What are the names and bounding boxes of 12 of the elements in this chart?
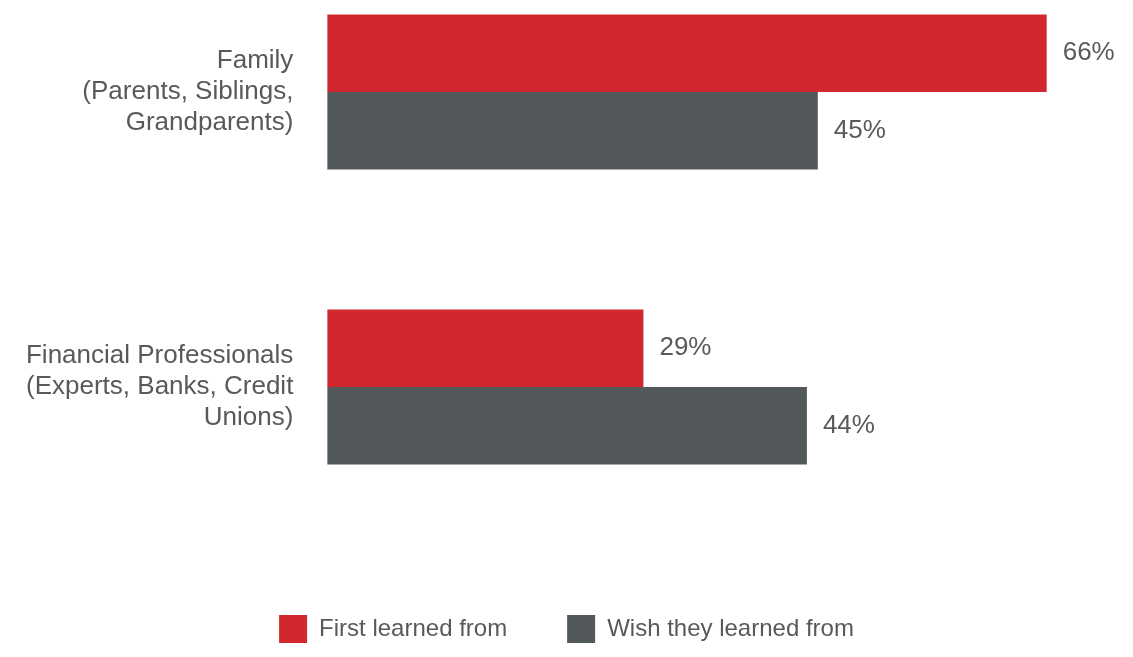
data-label: 66% <box>1062 36 1115 67</box>
bar <box>327 14 1047 92</box>
y-tick-label: Family (Parents, Siblings, Grandparents) <box>82 43 294 137</box>
bar <box>327 387 807 465</box>
data-label: 29% <box>659 331 712 362</box>
y-tick-label: Financial Professionals (Experts, Banks, Credit Unions) <box>25 338 295 432</box>
legend-label: Wish they learned from <box>607 613 854 641</box>
legend-label: First learned from <box>319 613 508 641</box>
bar <box>327 92 818 170</box>
bar <box>327 309 644 387</box>
data-label: 45% <box>833 113 886 144</box>
data-label: 44% <box>822 408 875 439</box>
